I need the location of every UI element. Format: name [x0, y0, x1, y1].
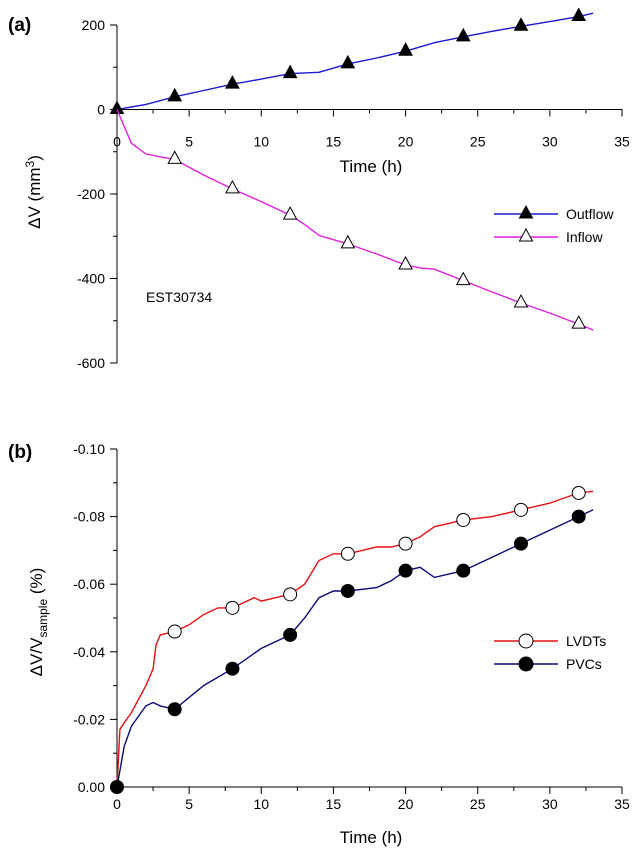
panel-a-inflow-marker — [513, 293, 529, 308]
panel-b-pvcs-marker — [398, 563, 413, 578]
panel-a-outflow-marker — [571, 7, 587, 22]
panel-a-y-tick-label: -200 — [77, 186, 105, 202]
panel-a-outflow-marker — [455, 27, 471, 42]
panel-b-lvdts-marker — [225, 600, 240, 615]
panel-b-lvdts-marker — [398, 536, 413, 551]
panel-a-y-tick-label: -400 — [77, 271, 105, 287]
panel-b-x-tick-label: 0 — [113, 796, 121, 812]
panel-b: (b) 0.00 -0.02 -0.04 -0.06 -0.08 -0.10 0 5 10 15 2… — [8, 441, 630, 847]
panel-b-pvcs-marker — [167, 702, 182, 717]
panel-a-inflow-marker — [571, 315, 587, 329]
panel-b-y-tick-label: -0.06 — [73, 576, 105, 592]
panel-a-y-tick-label: 0 — [97, 102, 105, 118]
legend-inflow-label: Inflow — [566, 229, 603, 245]
panel-a-inflow-marker — [282, 206, 298, 220]
panel-a-series — [109, 7, 594, 331]
panel-a-series-outflow-line — [116, 12, 594, 111]
panel-b-pvcs-marker — [514, 536, 528, 551]
panel-b-pvcs-marker — [225, 661, 240, 676]
panel-b-y-tick-label: -0.10 — [73, 441, 105, 457]
panel-b-y-tick-label: -0.04 — [73, 644, 105, 660]
panel-b-lvdts-marker — [167, 624, 182, 639]
panel-a-axes: -600 -400 -200 0 200 0 5 10 15 20 25 30 35 — [77, 17, 630, 371]
panel-b-x-tick-label: 5 — [185, 796, 193, 812]
panel-b-series-pvcs-line — [116, 509, 594, 788]
panel-a-outflow-marker — [225, 75, 240, 89]
panel-a-inflow-marker — [225, 179, 240, 194]
panel-a-x-tick-label: 20 — [398, 134, 414, 150]
panel-a-y-tick-label: 200 — [82, 17, 106, 33]
panel-b-y-tick-label: -0.08 — [73, 509, 105, 525]
panel-a-y-axis-title: ΔV (mm3) — [23, 155, 44, 229]
legend-pvcs-marker — [518, 656, 534, 672]
panel-a-x-axis-title: Time (h) — [340, 157, 403, 176]
panel-a-inflow-marker — [455, 271, 471, 286]
legend-outflow-marker — [518, 204, 534, 219]
panel-a-x-tick-label: 0 — [113, 134, 121, 150]
panel-b-x-tick-label: 15 — [326, 796, 342, 812]
panel-b-pvcs-marker — [110, 780, 124, 794]
panel-b-lvdts-marker — [283, 587, 298, 602]
panel-b-lvdts-marker — [514, 502, 528, 517]
panel-b-axes: 0.00 -0.02 -0.04 -0.06 -0.08 -0.10 0 5 10 15 20 25 3… — [73, 441, 630, 812]
panel-a-sample-id: EST30734 — [146, 289, 212, 305]
panel-a-outflow-marker — [167, 87, 183, 102]
panel-b-pvcs-marker — [571, 509, 586, 524]
legend-pvcs-label: PVCs — [566, 656, 602, 672]
panel-a-inflow-marker — [167, 150, 183, 164]
panel-a-x-tick-label: 30 — [542, 134, 558, 150]
panel-a-inflow-marker — [340, 234, 356, 249]
panel-a-outflow-marker — [513, 17, 529, 31]
panel-b-x-tick-label: 30 — [542, 796, 558, 812]
panel-a-outflow-marker — [340, 54, 356, 69]
panel-b-y-tick-label: -0.02 — [73, 711, 105, 727]
panel-a-outflow-marker — [398, 42, 413, 56]
panel-b-x-tick-label: 10 — [253, 796, 269, 812]
legend-lvdts-marker — [518, 633, 534, 649]
panel-b-legend: LVDTs PVCs — [494, 633, 606, 672]
legend-lvdts-label: LVDTs — [566, 633, 606, 649]
panel-b-lvdts-marker — [340, 546, 355, 561]
panel-b-pvcs-marker — [340, 583, 355, 598]
panel-b-x-tick-label: 25 — [470, 796, 486, 812]
panel-a-y-tick-label: -600 — [77, 355, 105, 371]
panel-b-pvcs-marker — [283, 627, 298, 642]
panel-a-x-tick-label: 10 — [253, 134, 269, 150]
panel-b-x-tick-label: 35 — [614, 796, 630, 812]
panel-a-x-tick-label: 5 — [185, 134, 193, 150]
panel-a-legend: Outflow Inflow — [494, 204, 614, 245]
legend-inflow-marker — [518, 227, 534, 242]
panel-b-x-tick-label: 20 — [398, 796, 414, 812]
panel-b-x-axis-title: Time (h) — [340, 828, 403, 847]
panel-a-label: (a) — [8, 15, 31, 36]
panel-a-inflow-marker — [398, 255, 413, 270]
panel-a-outflow-marker — [282, 64, 298, 79]
panel-b-series — [110, 485, 594, 794]
panel-a-x-tick-label: 15 — [326, 134, 342, 150]
panel-a-x-tick-label: 25 — [470, 134, 486, 150]
panel-b-pvcs-marker — [456, 563, 471, 578]
panel-b-label: (b) — [8, 442, 32, 463]
panel-a-series-inflow-line — [116, 109, 594, 331]
panel-a-outflow-marker — [109, 100, 125, 114]
panel-b-y-axis-title: ΔV/Vsample (%) — [27, 568, 50, 677]
panel-b-lvdts-marker — [571, 485, 586, 500]
panel-b-y-tick-label: 0.00 — [78, 779, 105, 795]
legend-outflow-label: Outflow — [566, 206, 614, 222]
panel-b-lvdts-marker — [456, 512, 471, 527]
panel-a-x-tick-label: 35 — [614, 134, 630, 150]
panel-a: (a) -600 -400 -200 0 200 0 5 10 15 20 25 30 35 Time … — [8, 7, 630, 371]
